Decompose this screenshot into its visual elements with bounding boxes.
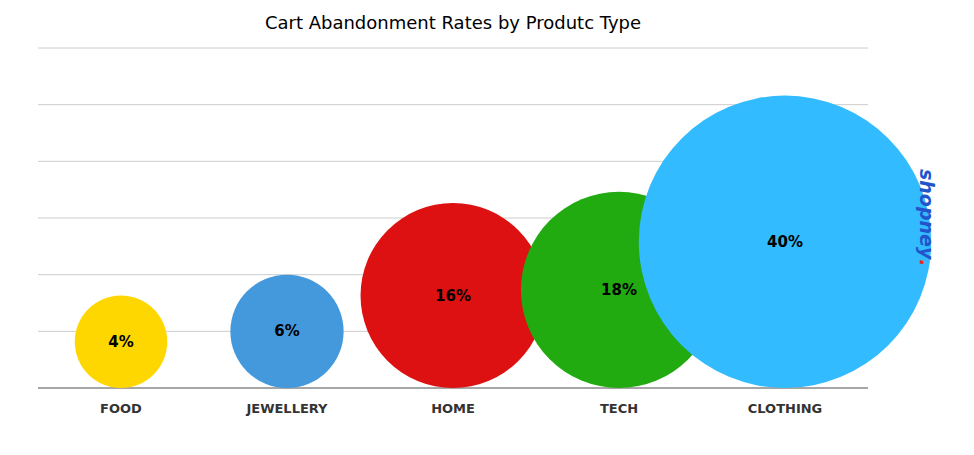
html-text:Cart Abandonment Rates by Prod: Cart Abandonment Rates by Produtc Type xyxy=(264,12,642,33)
svg-text:4%: 4% xyxy=(108,333,133,351)
svg-text:6%: 6% xyxy=(274,322,299,340)
svg-text:JEWELLERY: JEWELLERY xyxy=(245,401,328,416)
svg-text:FOOD: FOOD xyxy=(100,401,142,416)
svg-text:TECH: TECH xyxy=(600,401,638,416)
svg-text:18%: 18% xyxy=(601,281,637,299)
svg-text:HOME: HOME xyxy=(431,401,475,416)
svg-text:40%: 40% xyxy=(767,233,803,251)
html-text:shopney: shopney xyxy=(916,169,938,260)
svg-text:CLOTHING: CLOTHING xyxy=(748,401,823,416)
svg-text:16%: 16% xyxy=(435,287,471,305)
